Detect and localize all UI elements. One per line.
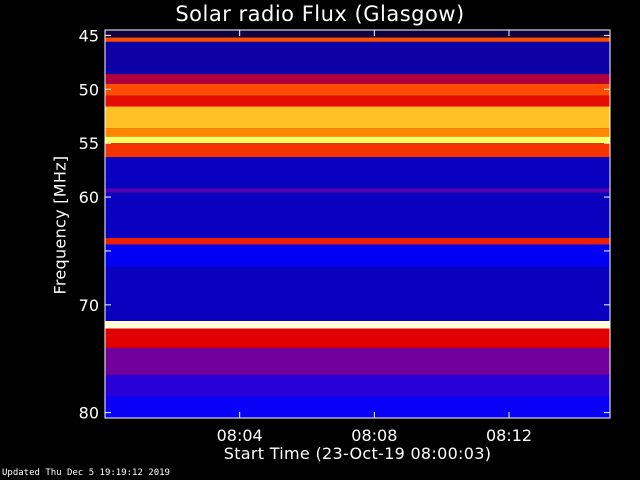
- y-tick-label-45: 45: [79, 26, 99, 45]
- band-20: [105, 396, 610, 418]
- band-1: [105, 37, 610, 42]
- x-axis-label: Start Time (23-Oct-19 08:00:03): [223, 444, 492, 463]
- updated-timestamp: Updated Thu Dec 5 19:19:12 2019: [2, 468, 170, 478]
- chart-title: Solar radio Flux (Glasgow): [175, 2, 465, 26]
- y-tick-label-70: 70: [79, 296, 99, 315]
- band-12: [105, 192, 610, 239]
- band-16: [105, 321, 610, 329]
- band-6: [105, 106, 610, 129]
- x-tick-label-2: 08:12: [486, 426, 532, 445]
- band-7: [105, 128, 610, 137]
- band-9: [105, 143, 610, 158]
- band-11: [105, 188, 610, 193]
- y-tick-label-50: 50: [79, 80, 99, 99]
- band-8: [105, 136, 610, 144]
- band-18: [105, 347, 610, 375]
- band-13: [105, 238, 610, 245]
- band-17: [105, 328, 610, 348]
- y-tick-label-60: 60: [79, 188, 99, 207]
- x-tick-label-0: 08:04: [217, 426, 263, 445]
- band-5: [105, 95, 610, 107]
- band-2: [105, 41, 610, 75]
- band-15: [105, 267, 610, 321]
- band-19: [105, 374, 610, 397]
- y-axis-label: Frequency [MHz]: [50, 155, 70, 295]
- x-tick-label-1: 08:08: [351, 426, 397, 445]
- y-tick-label-55: 55: [79, 134, 99, 153]
- band-10: [105, 157, 610, 189]
- plot-frame: [104, 29, 611, 419]
- y-tick-label-80: 80: [79, 404, 99, 423]
- band-3: [105, 74, 610, 84]
- band-0: [105, 30, 610, 38]
- band-4: [105, 83, 610, 96]
- band-14: [105, 244, 610, 268]
